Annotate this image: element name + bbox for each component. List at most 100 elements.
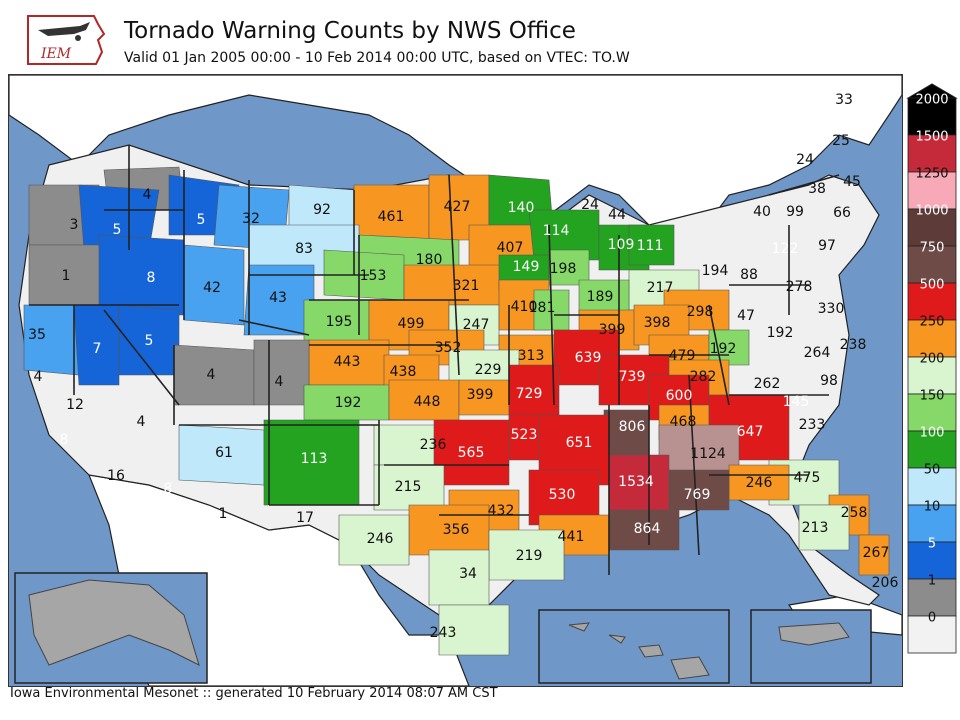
warning-count-label: 98 (820, 373, 838, 389)
warning-count-label: 45 (843, 174, 861, 190)
warning-count-label: 441 (558, 529, 585, 545)
warning-count-label: 61 (215, 445, 233, 461)
warning-count-label: 399 (599, 322, 626, 338)
warning-count-label: 1534 (618, 474, 654, 490)
warning-count-label: 38 (808, 181, 826, 197)
warning-count-label: 238 (840, 337, 867, 353)
warning-count-label: 8 (60, 432, 69, 448)
warning-count-label: 639 (575, 350, 602, 366)
warning-count-label: 32 (242, 211, 260, 227)
warning-count-label: 729 (516, 386, 543, 402)
warning-count-label: 321 (453, 278, 480, 294)
cwa-region (338, 514, 410, 566)
warning-count-label: 461 (378, 209, 405, 225)
warning-count-label: 8 (164, 481, 173, 497)
iem-logo: IEM (27, 15, 106, 65)
warning-count-label: 1 (62, 268, 71, 284)
warning-count-label: 43 (269, 290, 287, 306)
warning-count-label: 181 (529, 300, 556, 316)
legend-label: 750 (920, 241, 945, 256)
warning-count-label: 229 (475, 362, 502, 378)
cwa-region (858, 534, 890, 576)
warning-count-label: 180 (416, 252, 443, 268)
legend-swatch (907, 97, 957, 136)
warning-count-label: 44 (608, 207, 626, 223)
warning-count-label: 407 (497, 240, 524, 256)
legend-swatch (907, 504, 957, 543)
warning-count-label: 468 (670, 414, 697, 430)
warning-count-label: 264 (804, 345, 831, 361)
cwa-region (628, 224, 675, 266)
legend-swatch (907, 430, 957, 469)
warning-count-label: 122 (772, 241, 799, 257)
legend-label: 100 (920, 426, 945, 441)
state-border (548, 224, 555, 406)
warning-count-label: 153 (360, 268, 387, 284)
warning-count-label: 410 (511, 299, 538, 315)
warning-count-label: 219 (516, 548, 543, 564)
state-border (708, 304, 730, 406)
warning-count-label: 33 (835, 92, 853, 108)
warning-count-label: 83 (295, 241, 313, 257)
warning-count-label: 3 (70, 217, 79, 233)
warning-count-label: 195 (326, 314, 353, 330)
warning-count-label: 213 (802, 520, 829, 536)
cwa-region (253, 339, 310, 406)
warning-count-label: 189 (587, 289, 614, 305)
warning-count-label: 806 (619, 419, 646, 435)
warning-count-label: 448 (414, 394, 441, 410)
warning-count-label: 499 (398, 316, 425, 332)
warning-count-label: 739 (619, 369, 646, 385)
warning-count-label: 206 (872, 575, 899, 591)
cwa-region (438, 604, 510, 656)
warning-count-label: 7 (93, 341, 102, 357)
warning-count-label: 215 (395, 479, 422, 495)
warning-count-label: 769 (684, 487, 711, 503)
warning-count-label: 4 (207, 367, 216, 383)
warning-count-label: 246 (746, 475, 773, 491)
warning-count-label: 523 (511, 427, 538, 443)
warning-count-label: 5 (145, 333, 154, 349)
cwa-region (603, 409, 650, 461)
warning-count-label: 864 (634, 521, 661, 537)
warning-count-label: 217 (647, 280, 674, 296)
warning-count-label: 109 (608, 237, 635, 253)
legend-swatch (907, 282, 957, 321)
map-footer: Iowa Environmental Mesonet :: generated … (10, 686, 498, 701)
warning-count-label: 114 (543, 223, 570, 239)
warning-count-label: 16 (107, 468, 125, 484)
warning-count-label: 356 (443, 522, 470, 538)
warning-count-label: 600 (666, 388, 693, 404)
warning-count-label: 42 (203, 280, 221, 296)
warning-count-label: 192 (767, 325, 794, 341)
legend-label: 10 (924, 500, 941, 515)
cwa-region (668, 469, 730, 511)
warning-count-label: 4 (34, 369, 43, 385)
warning-count-label: 8 (147, 270, 156, 286)
cwa-region (433, 419, 510, 486)
warning-count-label: 34 (459, 566, 477, 582)
warning-count-label: 298 (687, 304, 714, 320)
legend-label: 1 (928, 574, 936, 589)
legend-label: 5 (928, 537, 936, 552)
warning-count-label: 145 (783, 394, 810, 410)
state-border (238, 319, 310, 336)
warning-count-label: 479 (669, 348, 696, 364)
legend-swatch (907, 134, 957, 173)
state-border (768, 174, 840, 196)
warning-count-label: 140 (508, 200, 535, 216)
warning-count-label: 282 (690, 369, 717, 385)
warning-count-label: 233 (799, 417, 826, 433)
warning-count-label: 12 (66, 397, 84, 413)
warning-count-label: 647 (737, 424, 764, 440)
warning-count-label: 92 (313, 202, 331, 218)
legend-label: 1250 (915, 167, 948, 182)
state-border (103, 309, 180, 406)
warning-count-label: 243 (430, 625, 457, 641)
warning-count-label: 17 (296, 510, 314, 526)
warning-count-label: 427 (444, 199, 471, 215)
warning-count-label: 47 (737, 308, 755, 324)
map-frame: 33 25 24 38 45 40 99 66 97 122 88 194 278 330 47 192 238… (8, 74, 903, 687)
map-header: IEM Tornado Warning Counts by NWS Office… (0, 0, 960, 72)
state-border (448, 174, 460, 376)
